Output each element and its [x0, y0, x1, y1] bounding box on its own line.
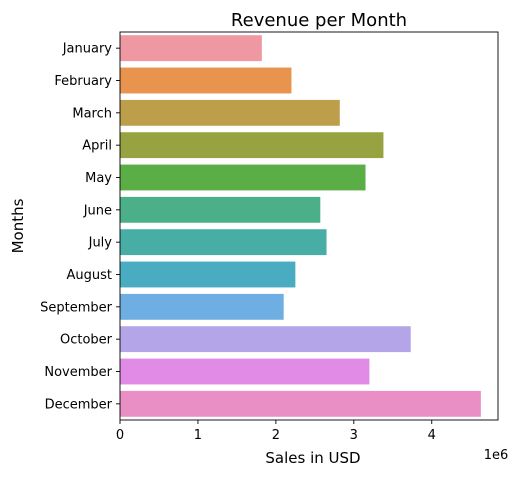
bar-october: [120, 326, 411, 353]
bar-august: [120, 261, 296, 288]
bar-may: [120, 164, 366, 191]
y-tick-label-april: April: [82, 139, 112, 154]
x-tick-label: 1: [194, 428, 202, 443]
bar-june: [120, 196, 321, 223]
x-tick-label: 0: [116, 428, 124, 443]
y-tick-label-may: May: [85, 171, 112, 186]
bars-group: [120, 35, 481, 417]
x-tick-label: 2: [272, 428, 280, 443]
bar-april: [120, 132, 384, 159]
y-axis: January February March April May June July Augu…: [40, 42, 120, 412]
x-axis-offset-label: 1e6: [484, 448, 509, 463]
bar-december: [120, 390, 481, 417]
chart-title: Revenue per Month: [231, 10, 407, 31]
y-tick-label-july: July: [88, 236, 113, 251]
x-axis-label: Sales in USD: [265, 449, 360, 467]
y-tick-label-february: February: [54, 74, 112, 89]
bar-november: [120, 358, 370, 385]
x-tick-label: 3: [350, 428, 358, 443]
y-tick-label-june: June: [83, 203, 112, 218]
bar-july: [120, 229, 327, 256]
y-axis-label: Months: [9, 198, 27, 253]
bar-february: [120, 67, 292, 94]
x-tick-label: 4: [428, 428, 436, 443]
bar-september: [120, 293, 284, 320]
bar-january: [120, 35, 262, 62]
x-axis: 0 1 2 3 4: [116, 420, 436, 443]
y-tick-label-august: August: [67, 268, 113, 283]
y-tick-label-december: December: [45, 397, 113, 412]
y-tick-label-october: October: [60, 333, 113, 348]
y-tick-label-september: September: [40, 300, 113, 315]
y-tick-label-march: March: [72, 106, 112, 121]
y-tick-label-november: November: [44, 365, 112, 380]
y-tick-label-january: January: [62, 42, 113, 57]
plot-frame: [119, 31, 499, 421]
bar-march: [120, 99, 340, 126]
